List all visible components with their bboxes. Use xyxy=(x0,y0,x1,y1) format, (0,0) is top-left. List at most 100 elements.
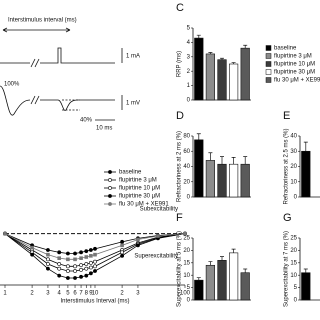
error-bar xyxy=(231,248,236,253)
point xyxy=(46,262,50,266)
annotation: Subexcitability xyxy=(140,207,178,213)
y-tick-label: 0 xyxy=(294,195,298,201)
point xyxy=(66,276,70,280)
y-tick-label: 25 xyxy=(290,236,297,242)
interval-arrow xyxy=(2,27,71,33)
point xyxy=(84,262,89,266)
series-line xyxy=(4,233,186,272)
series-line xyxy=(4,233,186,279)
y-tick-label: 30 xyxy=(290,149,297,155)
x-tick-label: 1 xyxy=(3,291,7,297)
panel-letter: C xyxy=(176,2,184,14)
axis-break xyxy=(30,58,40,68)
y-tick-label: 10 xyxy=(290,273,297,279)
point xyxy=(89,254,93,258)
x-tick-label: 2 xyxy=(120,291,124,297)
bar xyxy=(205,264,216,301)
point xyxy=(136,243,140,248)
response-trace xyxy=(0,85,115,116)
legend-marker xyxy=(108,186,112,190)
point xyxy=(79,250,83,255)
point xyxy=(79,256,83,260)
legend-label: flupirtine 10 μM xyxy=(274,62,315,68)
point xyxy=(73,269,77,273)
legend-swatch xyxy=(265,61,272,67)
point xyxy=(66,251,70,256)
y-tick-label: 0 xyxy=(187,195,191,201)
bar xyxy=(240,47,250,101)
time-scale: 10 ms xyxy=(96,126,112,132)
point xyxy=(93,264,97,269)
stimulus-trace xyxy=(0,47,115,64)
y-tick-label: 10 xyxy=(183,273,190,279)
legend-swatch xyxy=(265,69,272,75)
voltage-scale: 1 mV xyxy=(126,101,140,107)
point xyxy=(79,274,83,279)
point xyxy=(84,249,89,254)
point xyxy=(3,231,7,236)
y-tick-label: 15 xyxy=(290,260,297,266)
y-tick-label: 20 xyxy=(290,164,297,170)
x-tick-label: 3 xyxy=(136,291,140,297)
percent-guide xyxy=(62,99,80,111)
point xyxy=(93,269,97,273)
x-tick-label: 7 xyxy=(79,291,83,297)
y-tick-label: 80 xyxy=(183,134,190,140)
point xyxy=(183,231,187,236)
protocol-drawing xyxy=(0,27,123,121)
legend-marker xyxy=(108,202,112,206)
point xyxy=(84,266,89,271)
point xyxy=(73,264,77,269)
point xyxy=(57,256,61,260)
point xyxy=(156,234,160,238)
point xyxy=(84,273,89,278)
point xyxy=(79,267,83,272)
bar xyxy=(205,160,216,198)
y-tick-label: 2 xyxy=(187,69,191,75)
x-tick-label: 2 xyxy=(30,291,34,297)
series-line xyxy=(4,233,186,260)
y-tick-label: 60 xyxy=(183,149,190,155)
error-bar xyxy=(196,277,201,281)
panel-letter: F xyxy=(176,212,183,224)
point xyxy=(88,260,93,265)
legend-marker xyxy=(108,194,112,198)
series-line xyxy=(4,233,186,254)
error-bar xyxy=(243,156,248,165)
bar xyxy=(229,163,239,198)
error-bar xyxy=(303,268,308,273)
bar xyxy=(217,59,227,101)
bar xyxy=(240,272,250,301)
y-tick-label: 20 xyxy=(183,248,190,254)
y-axis-label: Refractoriness at 2.5 ms (%) xyxy=(284,128,290,204)
y-tick-label: 20 xyxy=(183,179,190,185)
x-tick-label: 3 xyxy=(46,291,50,297)
bar xyxy=(301,272,311,301)
y-axis-label: Superexcitability at 5 ms (%) xyxy=(177,231,183,307)
y-tick-label: 15 xyxy=(183,260,190,266)
error-bar xyxy=(208,52,213,54)
y-tick-label: 3 xyxy=(187,54,191,60)
partial-label: 40% xyxy=(80,118,93,124)
legend-label: flupirtine 3 μM xyxy=(119,178,157,184)
legend-label: flu 30 μM + XE991 xyxy=(274,78,320,84)
point xyxy=(120,253,124,258)
x-tick-label: 4 xyxy=(58,291,62,297)
y-tick-label: 5 xyxy=(187,26,191,32)
bar xyxy=(240,163,250,198)
point xyxy=(57,273,62,278)
bar xyxy=(301,150,311,198)
y-tick-label: 0 xyxy=(294,298,298,304)
point xyxy=(73,251,77,256)
panel-letter: G xyxy=(283,212,292,224)
point xyxy=(84,255,89,259)
y-tick-label: 25 xyxy=(183,236,190,242)
error-bar xyxy=(231,62,236,64)
point xyxy=(66,257,70,262)
point xyxy=(73,276,77,280)
x-tick-label: 10 xyxy=(92,291,99,297)
error-bar xyxy=(220,57,224,60)
x-tick-label: 5 xyxy=(66,291,70,297)
y-tick-label: 0 xyxy=(187,298,191,304)
